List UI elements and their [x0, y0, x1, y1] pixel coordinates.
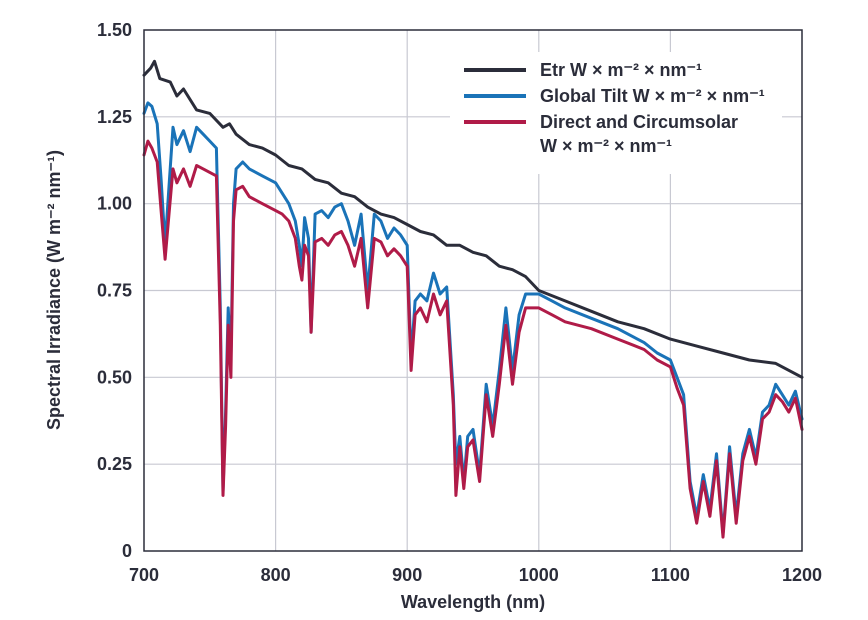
legend-background [450, 52, 782, 174]
x-tick-label: 1100 [651, 565, 690, 585]
series-line-1 [142, 59, 804, 379]
legend-label-3: Direct and Circumsolar [540, 112, 738, 132]
x-tick-label: 1000 [519, 565, 559, 585]
y-axis-title: Spectral Irradiance (W m⁻² nm⁻¹) [44, 150, 64, 430]
legend: Etr W × m⁻² × nm⁻¹ Global Tilt W × m⁻² × … [450, 52, 782, 174]
y-tick-label: 1.00 [97, 194, 132, 214]
y-tick-label: 0.25 [97, 454, 132, 474]
legend-label-3: W × m⁻² × nm⁻¹ [540, 136, 672, 156]
y-tick-label: 1.50 [97, 20, 132, 40]
x-axis-title: Wavelength (nm) [401, 592, 545, 612]
x-tick-label: 700 [129, 565, 159, 585]
x-tick-label: 900 [392, 565, 422, 585]
series-lines [142, 59, 804, 539]
y-tick-label: 1.25 [97, 107, 132, 127]
legend-label-1: Etr W × m⁻² × nm⁻¹ [540, 60, 702, 80]
y-tick-label: 0 [122, 541, 132, 561]
y-axis-ticks: 0 0.25 0.50 0.75 1.00 1.25 1.50 [97, 20, 132, 561]
series-line-3 [142, 139, 804, 539]
legend-label-2: Global Tilt W × m⁻² × nm⁻¹ [540, 86, 765, 106]
x-tick-label: 800 [261, 565, 291, 585]
y-tick-label: 0.50 [97, 367, 132, 387]
plot-frame [143, 29, 803, 552]
x-tick-label: 1200 [782, 565, 822, 585]
x-axis-ticks: 700 800 900 1000 1100 1200 [129, 565, 822, 585]
y-tick-label: 0.75 [97, 281, 132, 301]
